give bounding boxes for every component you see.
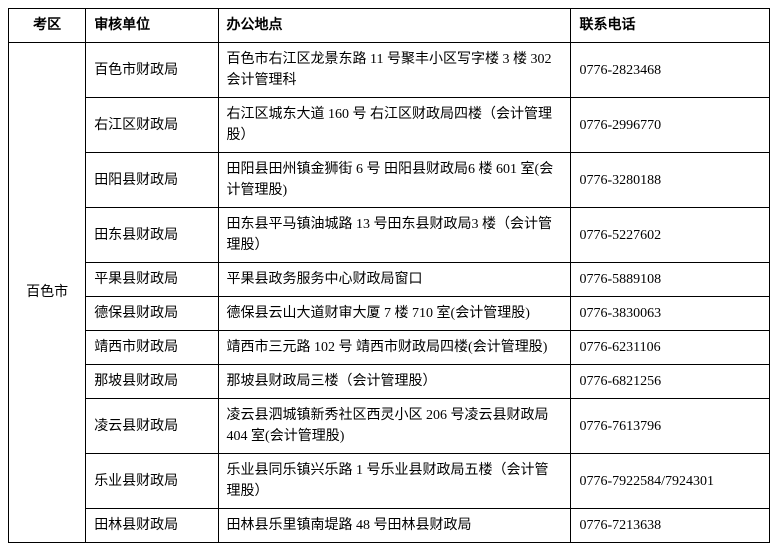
header-district: 考区 — [9, 9, 86, 43]
phone-cell: 0776-5889108 — [571, 263, 770, 297]
unit-cell: 平果县财政局 — [86, 263, 218, 297]
address-cell: 田东县平马镇油城路 13 号田东县财政局3 楼（会计管理股） — [218, 208, 571, 263]
phone-cell: 0776-7613796 — [571, 399, 770, 454]
district-cell: 百色市 — [9, 43, 86, 543]
address-cell: 平果县政务服务中心财政局窗口 — [218, 263, 571, 297]
address-cell: 德保县云山大道财审大厦 7 楼 710 室(会计管理股) — [218, 297, 571, 331]
unit-cell: 乐业县财政局 — [86, 454, 218, 509]
phone-cell: 0776-7922584/7924301 — [571, 454, 770, 509]
unit-cell: 那坡县财政局 — [86, 365, 218, 399]
table-row: 田阳县财政局 田阳县田州镇金狮街 6 号 田阳县财政局6 楼 601 室(会计管… — [9, 153, 770, 208]
table-row: 靖西市财政局 靖西市三元路 102 号 靖西市财政局四楼(会计管理股) 0776… — [9, 331, 770, 365]
unit-cell: 右江区财政局 — [86, 98, 218, 153]
phone-cell: 0776-2996770 — [571, 98, 770, 153]
unit-cell: 田东县财政局 — [86, 208, 218, 263]
table-row: 田东县财政局 田东县平马镇油城路 13 号田东县财政局3 楼（会计管理股） 07… — [9, 208, 770, 263]
header-unit: 审核单位 — [86, 9, 218, 43]
phone-cell: 0776-7213638 — [571, 509, 770, 543]
address-cell: 百色市右江区龙景东路 11 号聚丰小区写字楼 3 楼 302 会计管理科 — [218, 43, 571, 98]
table-row: 凌云县财政局 凌云县泗城镇新秀社区西灵小区 206 号凌云县财政局 404 室(… — [9, 399, 770, 454]
table-row: 百色市 百色市财政局 百色市右江区龙景东路 11 号聚丰小区写字楼 3 楼 30… — [9, 43, 770, 98]
phone-cell: 0776-3830063 — [571, 297, 770, 331]
unit-cell: 凌云县财政局 — [86, 399, 218, 454]
table-row: 德保县财政局 德保县云山大道财审大厦 7 楼 710 室(会计管理股) 0776… — [9, 297, 770, 331]
unit-cell: 百色市财政局 — [86, 43, 218, 98]
table-row: 右江区财政局 右江区城东大道 160 号 右江区财政局四楼（会计管理股） 077… — [9, 98, 770, 153]
header-address: 办公地点 — [218, 9, 571, 43]
phone-cell: 0776-5227602 — [571, 208, 770, 263]
unit-cell: 田阳县财政局 — [86, 153, 218, 208]
phone-cell: 0776-2823468 — [571, 43, 770, 98]
phone-cell: 0776-6231106 — [571, 331, 770, 365]
address-cell: 右江区城东大道 160 号 右江区财政局四楼（会计管理股） — [218, 98, 571, 153]
table-header-row: 考区 审核单位 办公地点 联系电话 — [9, 9, 770, 43]
unit-cell: 靖西市财政局 — [86, 331, 218, 365]
contact-table: 考区 审核单位 办公地点 联系电话 百色市 百色市财政局 百色市右江区龙景东路 … — [8, 8, 770, 543]
table-body: 百色市 百色市财政局 百色市右江区龙景东路 11 号聚丰小区写字楼 3 楼 30… — [9, 43, 770, 543]
header-phone: 联系电话 — [571, 9, 770, 43]
phone-cell: 0776-6821256 — [571, 365, 770, 399]
address-cell: 田阳县田州镇金狮街 6 号 田阳县财政局6 楼 601 室(会计管理股) — [218, 153, 571, 208]
address-cell: 田林县乐里镇南堤路 48 号田林县财政局 — [218, 509, 571, 543]
address-cell: 那坡县财政局三楼（会计管理股） — [218, 365, 571, 399]
table-row: 平果县财政局 平果县政务服务中心财政局窗口 0776-5889108 — [9, 263, 770, 297]
unit-cell: 田林县财政局 — [86, 509, 218, 543]
address-cell: 靖西市三元路 102 号 靖西市财政局四楼(会计管理股) — [218, 331, 571, 365]
table-row: 田林县财政局 田林县乐里镇南堤路 48 号田林县财政局 0776-7213638 — [9, 509, 770, 543]
table-row: 那坡县财政局 那坡县财政局三楼（会计管理股） 0776-6821256 — [9, 365, 770, 399]
phone-cell: 0776-3280188 — [571, 153, 770, 208]
address-cell: 乐业县同乐镇兴乐路 1 号乐业县财政局五楼（会计管理股） — [218, 454, 571, 509]
table-row: 乐业县财政局 乐业县同乐镇兴乐路 1 号乐业县财政局五楼（会计管理股） 0776… — [9, 454, 770, 509]
address-cell: 凌云县泗城镇新秀社区西灵小区 206 号凌云县财政局 404 室(会计管理股) — [218, 399, 571, 454]
unit-cell: 德保县财政局 — [86, 297, 218, 331]
